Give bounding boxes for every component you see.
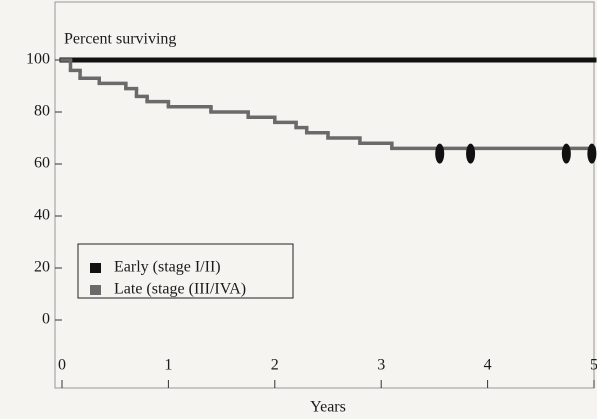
censor-mark bbox=[466, 143, 476, 164]
x-tick-label: 5 bbox=[590, 357, 597, 374]
legend-box bbox=[77, 243, 294, 299]
legend-swatch bbox=[90, 285, 101, 295]
y-tick-label: 0 bbox=[42, 311, 50, 328]
y-tick-label: 20 bbox=[34, 259, 50, 276]
x-tick-label: 4 bbox=[484, 357, 492, 374]
x-tick-label: 1 bbox=[164, 357, 172, 374]
plot-frame bbox=[54, 1, 595, 389]
legend-label: Early (stage I/II) bbox=[114, 259, 221, 276]
censor-mark bbox=[561, 143, 571, 164]
censor-mark bbox=[435, 143, 445, 164]
y-tick-label: 80 bbox=[34, 103, 50, 120]
y-tick-label: 60 bbox=[34, 155, 50, 172]
x-axis-label: Years bbox=[310, 399, 346, 416]
legend-swatch bbox=[90, 263, 101, 273]
legend-label: Late (stage (III/IVA) bbox=[114, 281, 246, 298]
y-tick-label: 100 bbox=[26, 51, 50, 68]
x-tick-label: 2 bbox=[271, 357, 279, 374]
censor-mark bbox=[587, 143, 597, 164]
x-tick-label: 0 bbox=[58, 357, 66, 374]
y-axis-label: Percent surviving bbox=[64, 31, 176, 48]
y-tick-label: 40 bbox=[34, 207, 50, 224]
x-tick-label: 3 bbox=[377, 357, 385, 374]
